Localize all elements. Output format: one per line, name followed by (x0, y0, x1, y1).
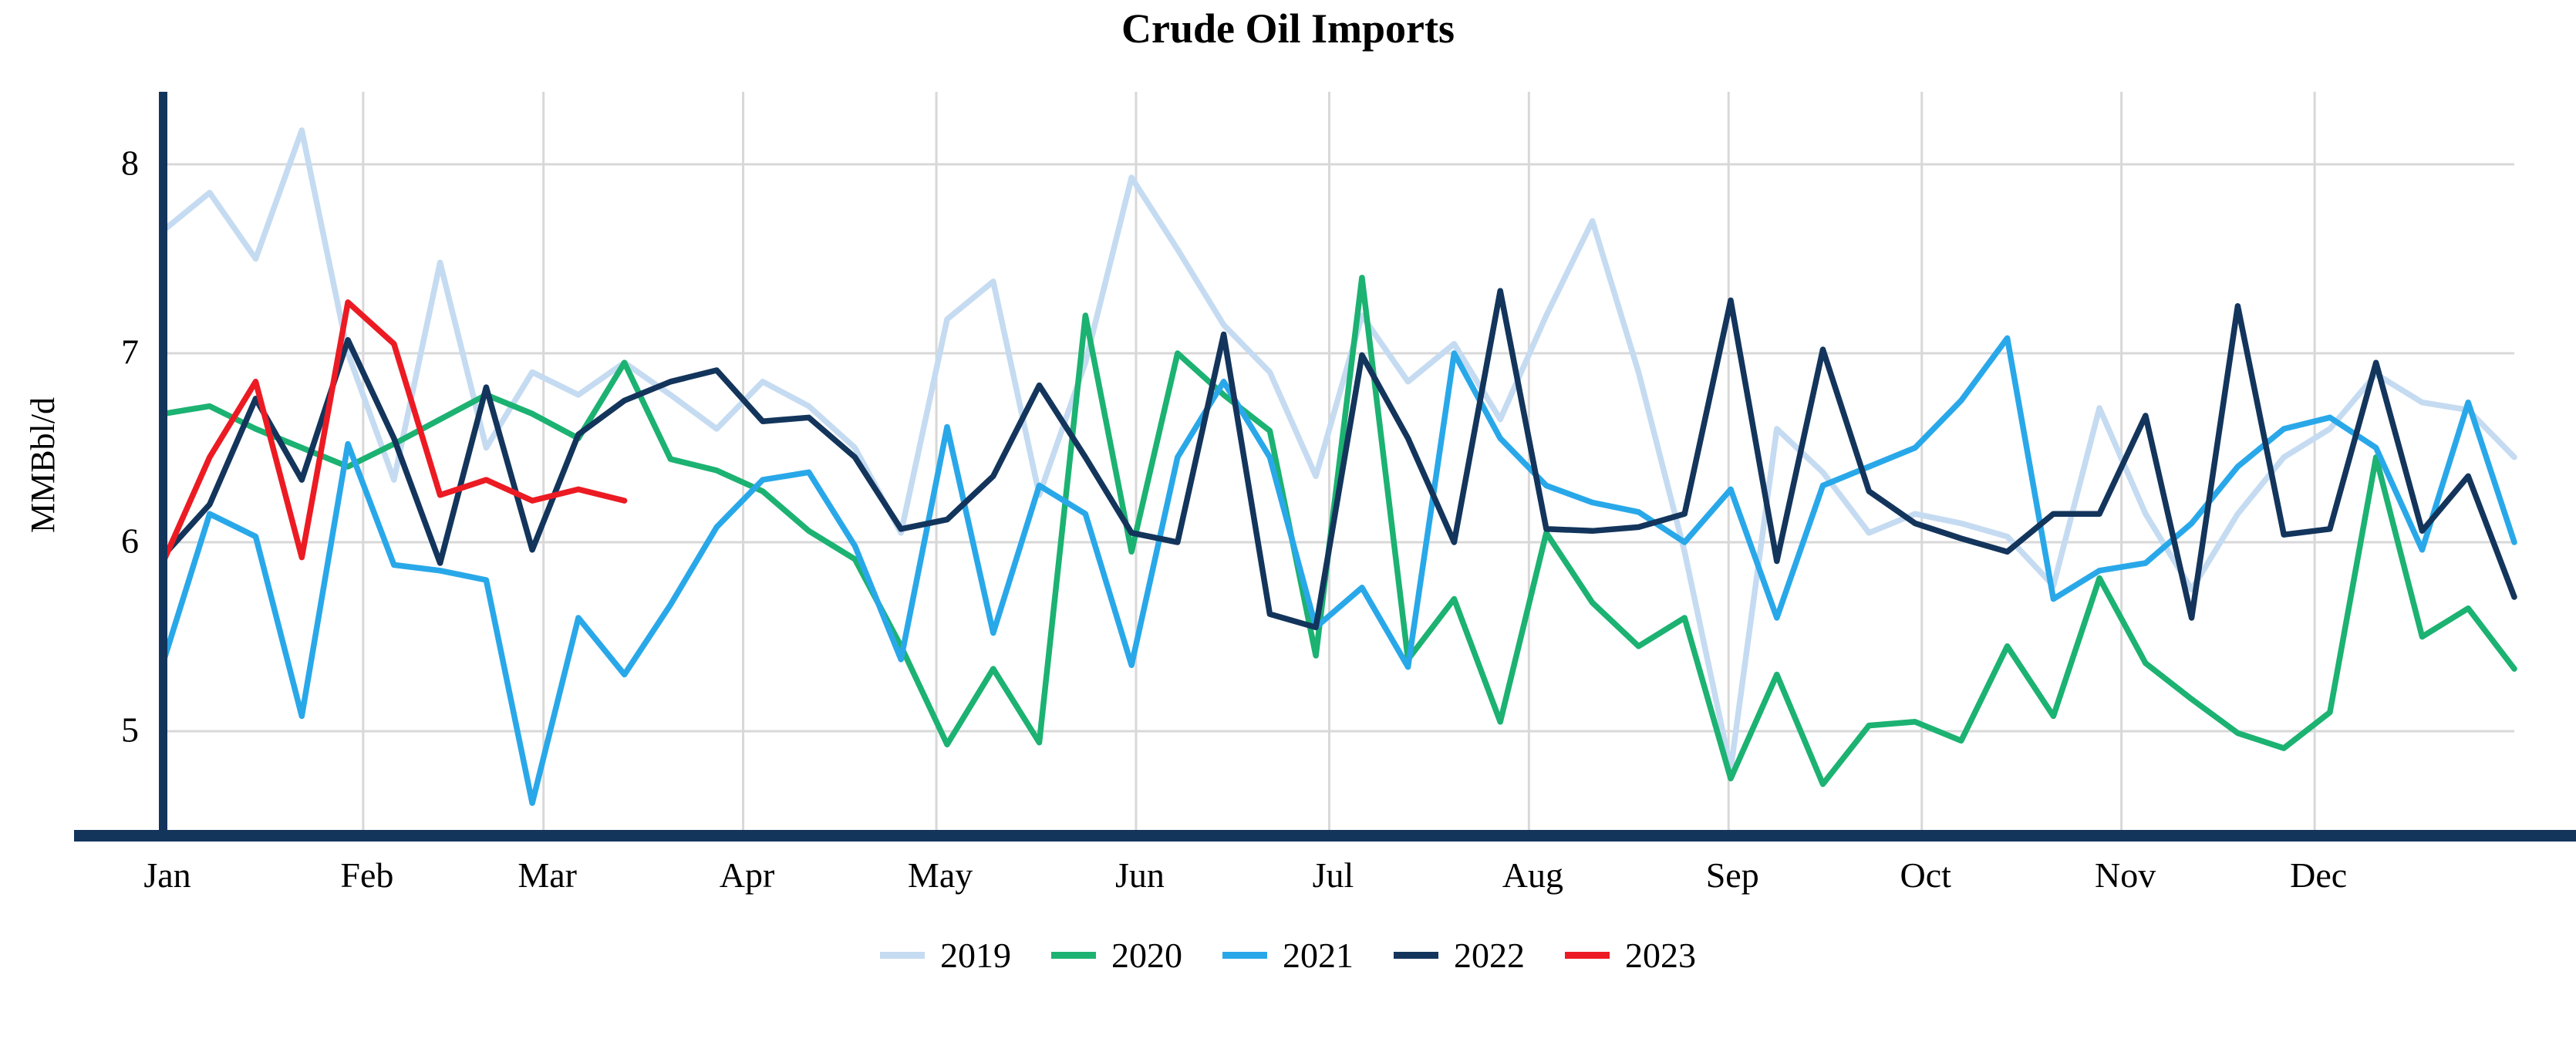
y-tick-label-6: 6 (121, 521, 139, 561)
legend-swatch-2022 (1394, 952, 1438, 959)
x-tick-label-Jan: Jan (143, 855, 191, 895)
legend-item-2021: 2021 (1222, 935, 1354, 976)
legend-item-2020: 2020 (1051, 935, 1182, 976)
legend-label-2023: 2023 (1625, 936, 1696, 975)
series-line-2023 (160, 299, 628, 565)
legend-item-2022: 2022 (1394, 935, 1525, 976)
x-tick-label-Jun: Jun (1115, 855, 1165, 895)
x-tick-label-Feb: Feb (340, 855, 394, 895)
legend-label-2022: 2022 (1454, 936, 1525, 975)
legend-swatch-2019 (880, 952, 925, 959)
y-tick-label-7: 7 (121, 332, 139, 372)
x-tick-label-Jul: Jul (1312, 855, 1354, 895)
legend-label-2021: 2021 (1283, 936, 1354, 975)
x-tick-label-Oct: Oct (1900, 855, 1951, 895)
series-line-2021 (160, 335, 2517, 806)
x-tick-label-Aug: Aug (1502, 855, 1563, 895)
legend: 2019 2020 2021 2022 2023 (0, 935, 2576, 976)
legend-swatch-2023 (1565, 952, 1610, 959)
y-tick-label-5: 5 (121, 710, 139, 750)
legend-label-2019: 2019 (940, 936, 1011, 975)
legend-label-2020: 2020 (1111, 936, 1182, 975)
x-axis-line (74, 830, 2576, 842)
legend-swatch-2020 (1051, 952, 1096, 959)
series-line-2020 (160, 275, 2517, 788)
y-axis-line (159, 92, 167, 831)
x-tick-label-Dec: Dec (2290, 855, 2348, 895)
x-tick-label-Mar: Mar (518, 855, 578, 895)
x-tick-label-May: May (907, 855, 973, 895)
legend-item-2023: 2023 (1565, 935, 1696, 976)
x-tick-label-Nov: Nov (2094, 855, 2156, 895)
chart-title: Crude Oil Imports (1121, 5, 1455, 52)
legend-swatch-2021 (1222, 952, 1267, 959)
y-tick-label-8: 8 (121, 143, 139, 183)
x-tick-label-Sep: Sep (1705, 855, 1759, 895)
legend-item-2019: 2019 (880, 935, 1011, 976)
x-tick-label-Apr: Apr (719, 855, 775, 895)
